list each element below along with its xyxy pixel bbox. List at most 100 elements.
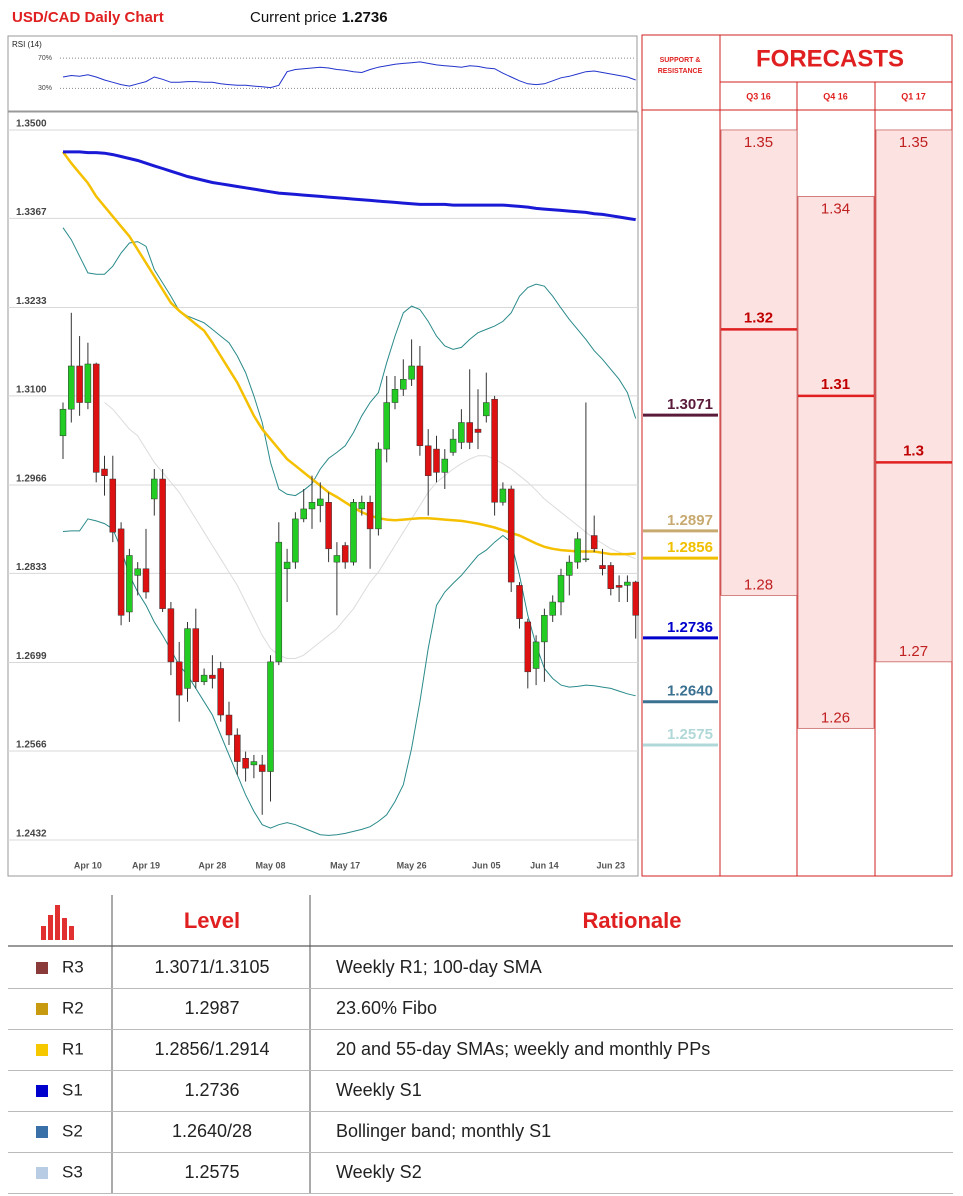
- icon-bar: [48, 915, 53, 940]
- indicator-line: [104, 402, 636, 659]
- icon-bar: [55, 905, 60, 940]
- candle-body: [541, 615, 548, 643]
- candle-body: [516, 585, 523, 619]
- forecast-mid-label: 1.32: [744, 309, 773, 326]
- forecast-high: 1.35: [899, 134, 928, 151]
- candle-body: [308, 502, 316, 510]
- candle-body: [391, 389, 399, 403]
- x-tick-label: Jun 14: [530, 860, 559, 870]
- rsi-frame: [7, 35, 638, 112]
- level-value: 1.3071/1.3105: [154, 957, 269, 977]
- candle-body: [557, 575, 565, 603]
- x-tick-label: Jun 23: [597, 860, 626, 870]
- candle-body: [275, 541, 283, 663]
- x-tick-label: May 08: [255, 860, 285, 870]
- y-tick-label: 1.2432: [16, 829, 47, 840]
- level-value: 1.2575: [184, 1162, 239, 1182]
- candle-body: [341, 545, 349, 563]
- candle-body: [184, 628, 191, 689]
- forecast-title: FORECASTS: [756, 45, 904, 72]
- level-code: S3: [62, 1162, 83, 1181]
- level-swatch: [36, 1126, 48, 1138]
- candle-body: [615, 585, 623, 588]
- forecast-range: [720, 129, 798, 596]
- current-price: Current price 1.2736: [250, 9, 388, 26]
- candle-body: [408, 365, 415, 380]
- candle-body: [483, 402, 490, 417]
- candle-body: [366, 502, 374, 530]
- candle-body: [225, 714, 233, 736]
- forecast-mid-label: 1.3: [903, 442, 924, 459]
- y-tick-label: 1.3100: [16, 385, 47, 396]
- indicator-line: [63, 150, 636, 222]
- forecast-range: [797, 196, 875, 729]
- level-swatch: [36, 962, 48, 974]
- candle-body: [350, 502, 357, 563]
- candle-body: [68, 365, 75, 410]
- x-tick-label: Apr 10: [74, 860, 102, 870]
- candle-body: [217, 668, 224, 716]
- candle-body: [209, 674, 216, 679]
- y-tick-label: 1.2566: [16, 740, 47, 751]
- x-tick-label: May 17: [330, 860, 360, 870]
- y-tick-label: 1.2966: [16, 474, 47, 485]
- candle-body: [325, 502, 332, 550]
- candle-body: [250, 761, 258, 766]
- candle-body: [599, 565, 606, 570]
- candle-body: [117, 528, 125, 616]
- x-tick-label: Jun 05: [472, 860, 501, 870]
- candle-body: [499, 488, 507, 503]
- candle-body: [507, 488, 515, 583]
- level-code: R2: [62, 998, 84, 1017]
- candle-body: [242, 758, 249, 769]
- candle-body: [424, 445, 432, 476]
- level-rationale: 23.60% Fibo: [336, 998, 437, 1018]
- candle-body: [607, 565, 615, 589]
- level-rationale: Weekly R1; 100-day SMA: [336, 957, 542, 977]
- candle-body: [549, 601, 556, 616]
- candle-body: [375, 448, 382, 530]
- candle-body: [317, 498, 324, 506]
- candle-body: [200, 674, 208, 683]
- y-tick-label: 70%: [38, 55, 52, 62]
- level-rationale: 20 and 55-day SMAs; weekly and monthly P…: [336, 1039, 710, 1059]
- candle-body: [258, 764, 266, 772]
- candle-body: [524, 621, 532, 673]
- level-code: R3: [62, 957, 84, 976]
- icon-bar: [62, 918, 67, 940]
- candle-body: [92, 363, 100, 473]
- candle-body: [582, 558, 590, 561]
- candle-body: [574, 538, 581, 563]
- candle-body: [142, 568, 150, 593]
- forecast-quarter: Q4 16: [823, 91, 848, 101]
- candle-body: [109, 478, 117, 533]
- forecast-high: 1.34: [821, 200, 850, 217]
- y-tick-label: 1.2833: [16, 562, 47, 573]
- candle-body: [300, 508, 307, 520]
- candle-body: [566, 561, 573, 576]
- candle-body: [292, 518, 299, 563]
- level-rationale: Weekly S1: [336, 1080, 422, 1100]
- level-value: 1.2640/28: [172, 1121, 252, 1141]
- candle-body: [458, 422, 465, 443]
- candle-body: [84, 363, 92, 403]
- icon-bar: [41, 926, 46, 940]
- level-value: 1.2987: [184, 998, 239, 1018]
- forecast-quarter: Q3 16: [746, 91, 771, 101]
- candle-body: [400, 379, 407, 390]
- candle-body: [159, 478, 166, 609]
- candle-body: [134, 568, 141, 576]
- icon-bar: [69, 926, 74, 940]
- candle-body: [151, 478, 158, 500]
- candle-body: [76, 365, 83, 403]
- candle-body: [333, 555, 341, 563]
- forecast-range: [875, 129, 953, 663]
- candle-body: [474, 428, 482, 433]
- level-value: 1.2736: [184, 1080, 239, 1100]
- candle-body: [358, 502, 366, 510]
- indicator-line: [61, 151, 636, 556]
- indicator-line: [62, 518, 636, 836]
- candle-body: [632, 581, 639, 616]
